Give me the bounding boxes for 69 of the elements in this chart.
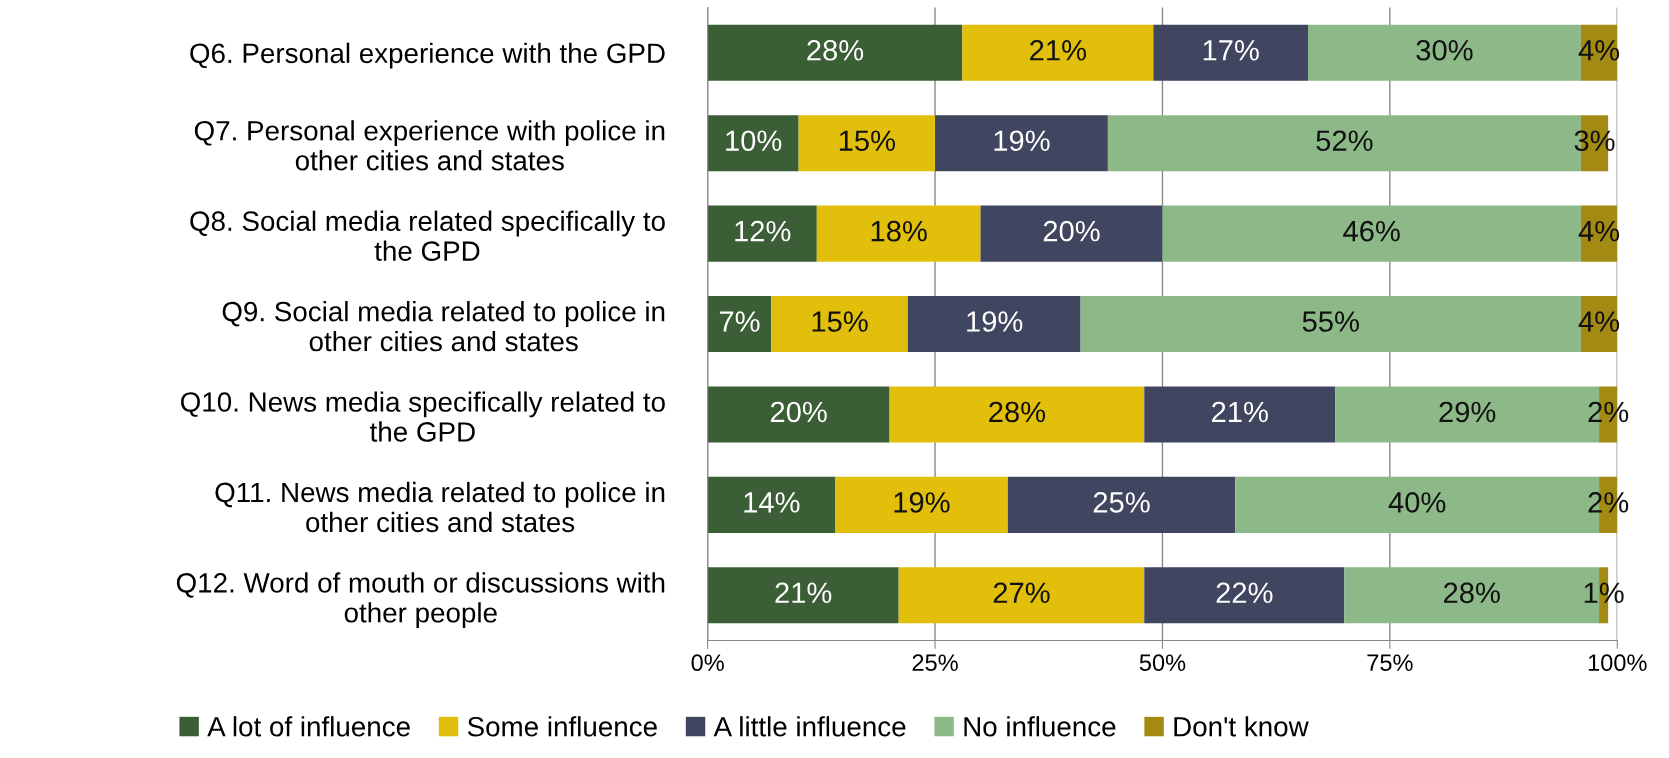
x-tick-label: 0% [691, 654, 724, 672]
x-tick-label: 25% [912, 654, 958, 672]
data-label: 7% [719, 311, 760, 332]
y-tick-label: Q8. Social media related specifically to the GPD [190, 210, 665, 261]
y-tick-label: Q12. Word of mouth or discussions with other people [176, 572, 665, 629]
data-label: 15% [812, 311, 868, 332]
data-label: 20% [1043, 220, 1100, 242]
bar [707, 386, 890, 443]
data-label: 29% [1439, 401, 1496, 423]
y-tick-label: Q6. Personal experience with the GPD [190, 42, 665, 69]
bar [962, 24, 1154, 81]
data-label: 1% [1584, 582, 1624, 604]
bar [835, 476, 1008, 533]
bar [898, 567, 1145, 624]
bar [816, 205, 981, 262]
data-label: 19% [967, 311, 1023, 332]
bar [707, 205, 817, 262]
bar [889, 386, 1145, 443]
data-label: 21% [1030, 39, 1087, 61]
y-tick-label: Q7. Personal experience with police in other cities and states [194, 120, 665, 171]
bar [798, 115, 936, 172]
bar [707, 296, 772, 353]
bar [1153, 24, 1308, 81]
bar [907, 296, 1081, 353]
bar [707, 567, 899, 624]
bar [935, 115, 1108, 172]
data-label: 18% [871, 220, 927, 242]
data-label: 27% [993, 582, 1050, 604]
x-tick-label: 100% [1588, 654, 1647, 672]
data-label: 40% [1388, 492, 1446, 513]
bar [1144, 386, 1336, 443]
data-label: 28% [989, 401, 1046, 423]
data-label: 12% [735, 220, 791, 242]
bar [980, 205, 1163, 262]
data-label: 22% [1216, 582, 1273, 604]
data-label: 14% [744, 492, 800, 513]
data-label: 17% [1203, 40, 1259, 61]
x-tick-label: 75% [1367, 654, 1413, 672]
bar [1144, 567, 1345, 624]
data-label: 10% [726, 130, 782, 152]
data-label: 28% [1444, 582, 1500, 604]
y-tick-label: Q9. Social media related to police in other cities and states [222, 301, 665, 352]
data-label: 21% [775, 582, 832, 604]
y-tick-label: Q10. News media specifically related to the GPD [181, 391, 665, 442]
bar [707, 476, 835, 533]
bar [1007, 476, 1236, 533]
legend-label: A lot of influence [207, 716, 410, 737]
data-label: 30% [1416, 39, 1473, 61]
legend-label: Some influence [467, 716, 657, 737]
bar [707, 115, 799, 172]
x-tick-label: 50% [1139, 654, 1186, 672]
y-tick-label: Q11. News media related to police in other cities and states [215, 481, 665, 533]
data-label: 28% [807, 39, 864, 61]
data-label: 21% [1212, 401, 1268, 423]
data-label: 2% [1588, 401, 1629, 423]
data-label: 20% [770, 401, 827, 423]
data-label: 19% [894, 492, 950, 513]
data-label: 19% [994, 130, 1050, 152]
legend-label: A little influence [713, 716, 906, 737]
data-label: 25% [1093, 492, 1150, 513]
data-label: 55% [1302, 311, 1359, 332]
bar [707, 24, 963, 81]
bar [771, 296, 908, 353]
data-label: 52% [1316, 130, 1373, 152]
legend-label: No influence [964, 716, 1116, 737]
data-label: 2% [1588, 492, 1629, 513]
data-label: 15% [839, 130, 895, 152]
data-label: 46% [1343, 220, 1400, 242]
legend-label: Don't know [1174, 716, 1309, 737]
